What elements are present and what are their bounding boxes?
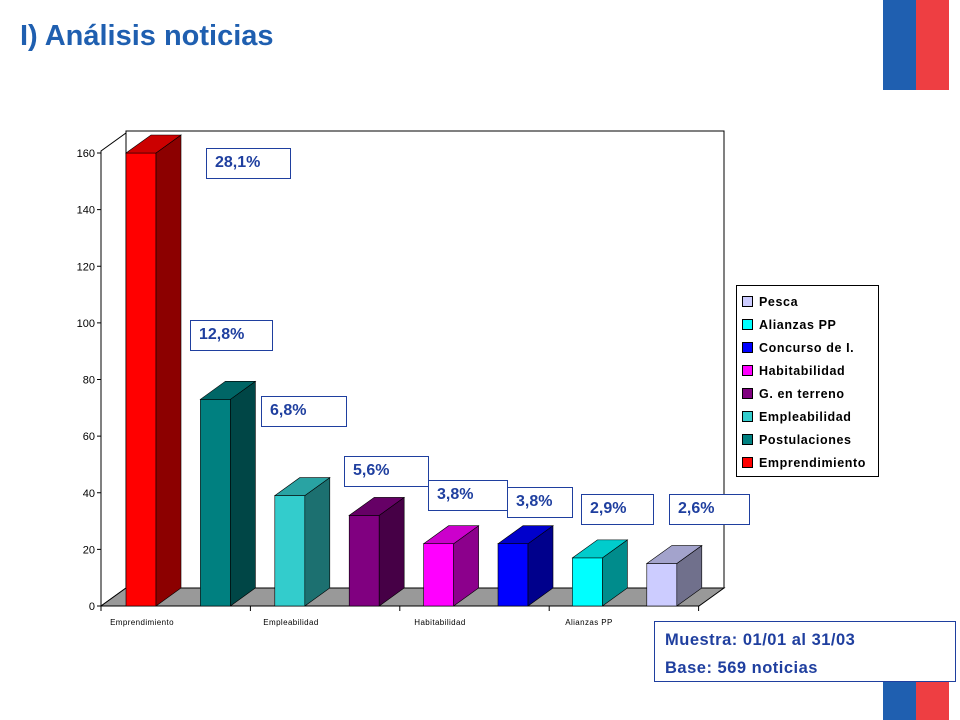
bar-pesca-front: [646, 563, 678, 607]
legend-label: Pesca: [759, 294, 799, 309]
chart-floor: [99, 587, 726, 607]
bar-postulaciones-top: [199, 381, 257, 400]
chart-legend: Pesca Alianzas PP Concurso de I. Habitabili…: [736, 285, 879, 477]
legend-swatch: [742, 365, 753, 376]
x-category-label: Habitabilidad: [414, 618, 465, 627]
percent-label: 5,6%: [344, 456, 429, 487]
sample-period: Muestra: 01/01 al 31/03: [665, 631, 856, 649]
y-tick-label: 60: [83, 431, 95, 443]
legend-label: Empleabilidad: [759, 409, 852, 424]
legend-label: G. en terreno: [759, 386, 845, 401]
chart-side-wall: [100, 132, 127, 607]
y-tick-label: 120: [77, 261, 95, 273]
legend-item: Emprendimiento: [742, 451, 878, 474]
bar-g-en-terreno-side: [378, 496, 405, 607]
bar-concurso-de-i--front: [497, 543, 529, 607]
bar-habitabilidad-top: [422, 525, 480, 545]
legend-label: Alianzas PP: [759, 317, 837, 332]
y-tick-label: 0: [89, 601, 95, 613]
legend-item: Postulaciones: [742, 428, 878, 451]
percent-label: 2,6%: [669, 494, 750, 525]
legend-swatch: [742, 319, 753, 330]
legend-label: Postulaciones: [759, 432, 852, 447]
legend-swatch: [742, 296, 753, 307]
legend-label: Concurso de I.: [759, 340, 855, 355]
bar-alianzas-pp-front: [572, 557, 603, 607]
bar-postulaciones-side: [230, 380, 256, 607]
bar-emprendimiento-front: [125, 152, 157, 607]
bar-pesca-top: [645, 545, 703, 564]
bar-alianzas-pp-top: [571, 539, 629, 559]
bar-emprendimiento-top: [125, 134, 182, 154]
bar-habitabilidad-front: [423, 543, 454, 607]
bar-emprendimiento-side: [155, 134, 182, 607]
legend-item: Alianzas PP: [742, 313, 878, 336]
x-category-label: Emprendimiento: [110, 618, 174, 627]
y-tick-label: 160: [77, 148, 95, 160]
sample-info-box: Muestra: 01/01 al 31/03 Base: 569 notici…: [654, 621, 956, 682]
bar-empleabilidad-front: [274, 495, 306, 607]
sample-base: Base: 569 noticias: [665, 659, 818, 677]
legend-item: Concurso de I.: [742, 336, 878, 359]
percent-label: 12,8%: [190, 320, 273, 351]
legend-item: Empleabilidad: [742, 405, 878, 428]
legend-swatch: [742, 342, 753, 353]
y-tick-label: 140: [77, 205, 95, 217]
bar-g-en-terreno-front: [348, 515, 380, 607]
y-tick-label: 20: [83, 544, 95, 556]
x-category-label: Alianzas PP: [565, 618, 613, 627]
legend-swatch: [742, 434, 753, 445]
legend-swatch: [742, 388, 753, 399]
y-tick-label: 80: [83, 375, 95, 387]
legend-swatch: [742, 457, 753, 468]
flag-icon-top: [883, 0, 949, 90]
bar-postulaciones-front: [200, 399, 231, 607]
percent-label: 28,1%: [206, 148, 291, 179]
bar-empleabilidad-side: [304, 476, 331, 607]
percent-label: 3,8%: [428, 480, 508, 511]
y-tick-label: 40: [83, 488, 95, 500]
percent-label: 2,9%: [581, 494, 654, 525]
legend-label: Habitabilidad: [759, 363, 846, 378]
page-title: I) Análisis noticias: [20, 20, 274, 52]
percent-label: 3,8%: [507, 487, 573, 518]
bar-empleabilidad-top: [273, 477, 331, 496]
bar-concurso-de-i--top: [497, 525, 554, 545]
percent-label: 6,8%: [261, 396, 347, 427]
bar-g-en-terreno-top: [348, 497, 406, 516]
y-tick-label: 100: [77, 318, 95, 330]
legend-label: Emprendimiento: [759, 455, 867, 470]
x-category-label: Empleabilidad: [263, 618, 318, 627]
legend-swatch: [742, 411, 753, 422]
legend-item: Habitabilidad: [742, 359, 878, 382]
legend-item: Pesca: [742, 290, 878, 313]
legend-item: G. en terreno: [742, 382, 878, 405]
